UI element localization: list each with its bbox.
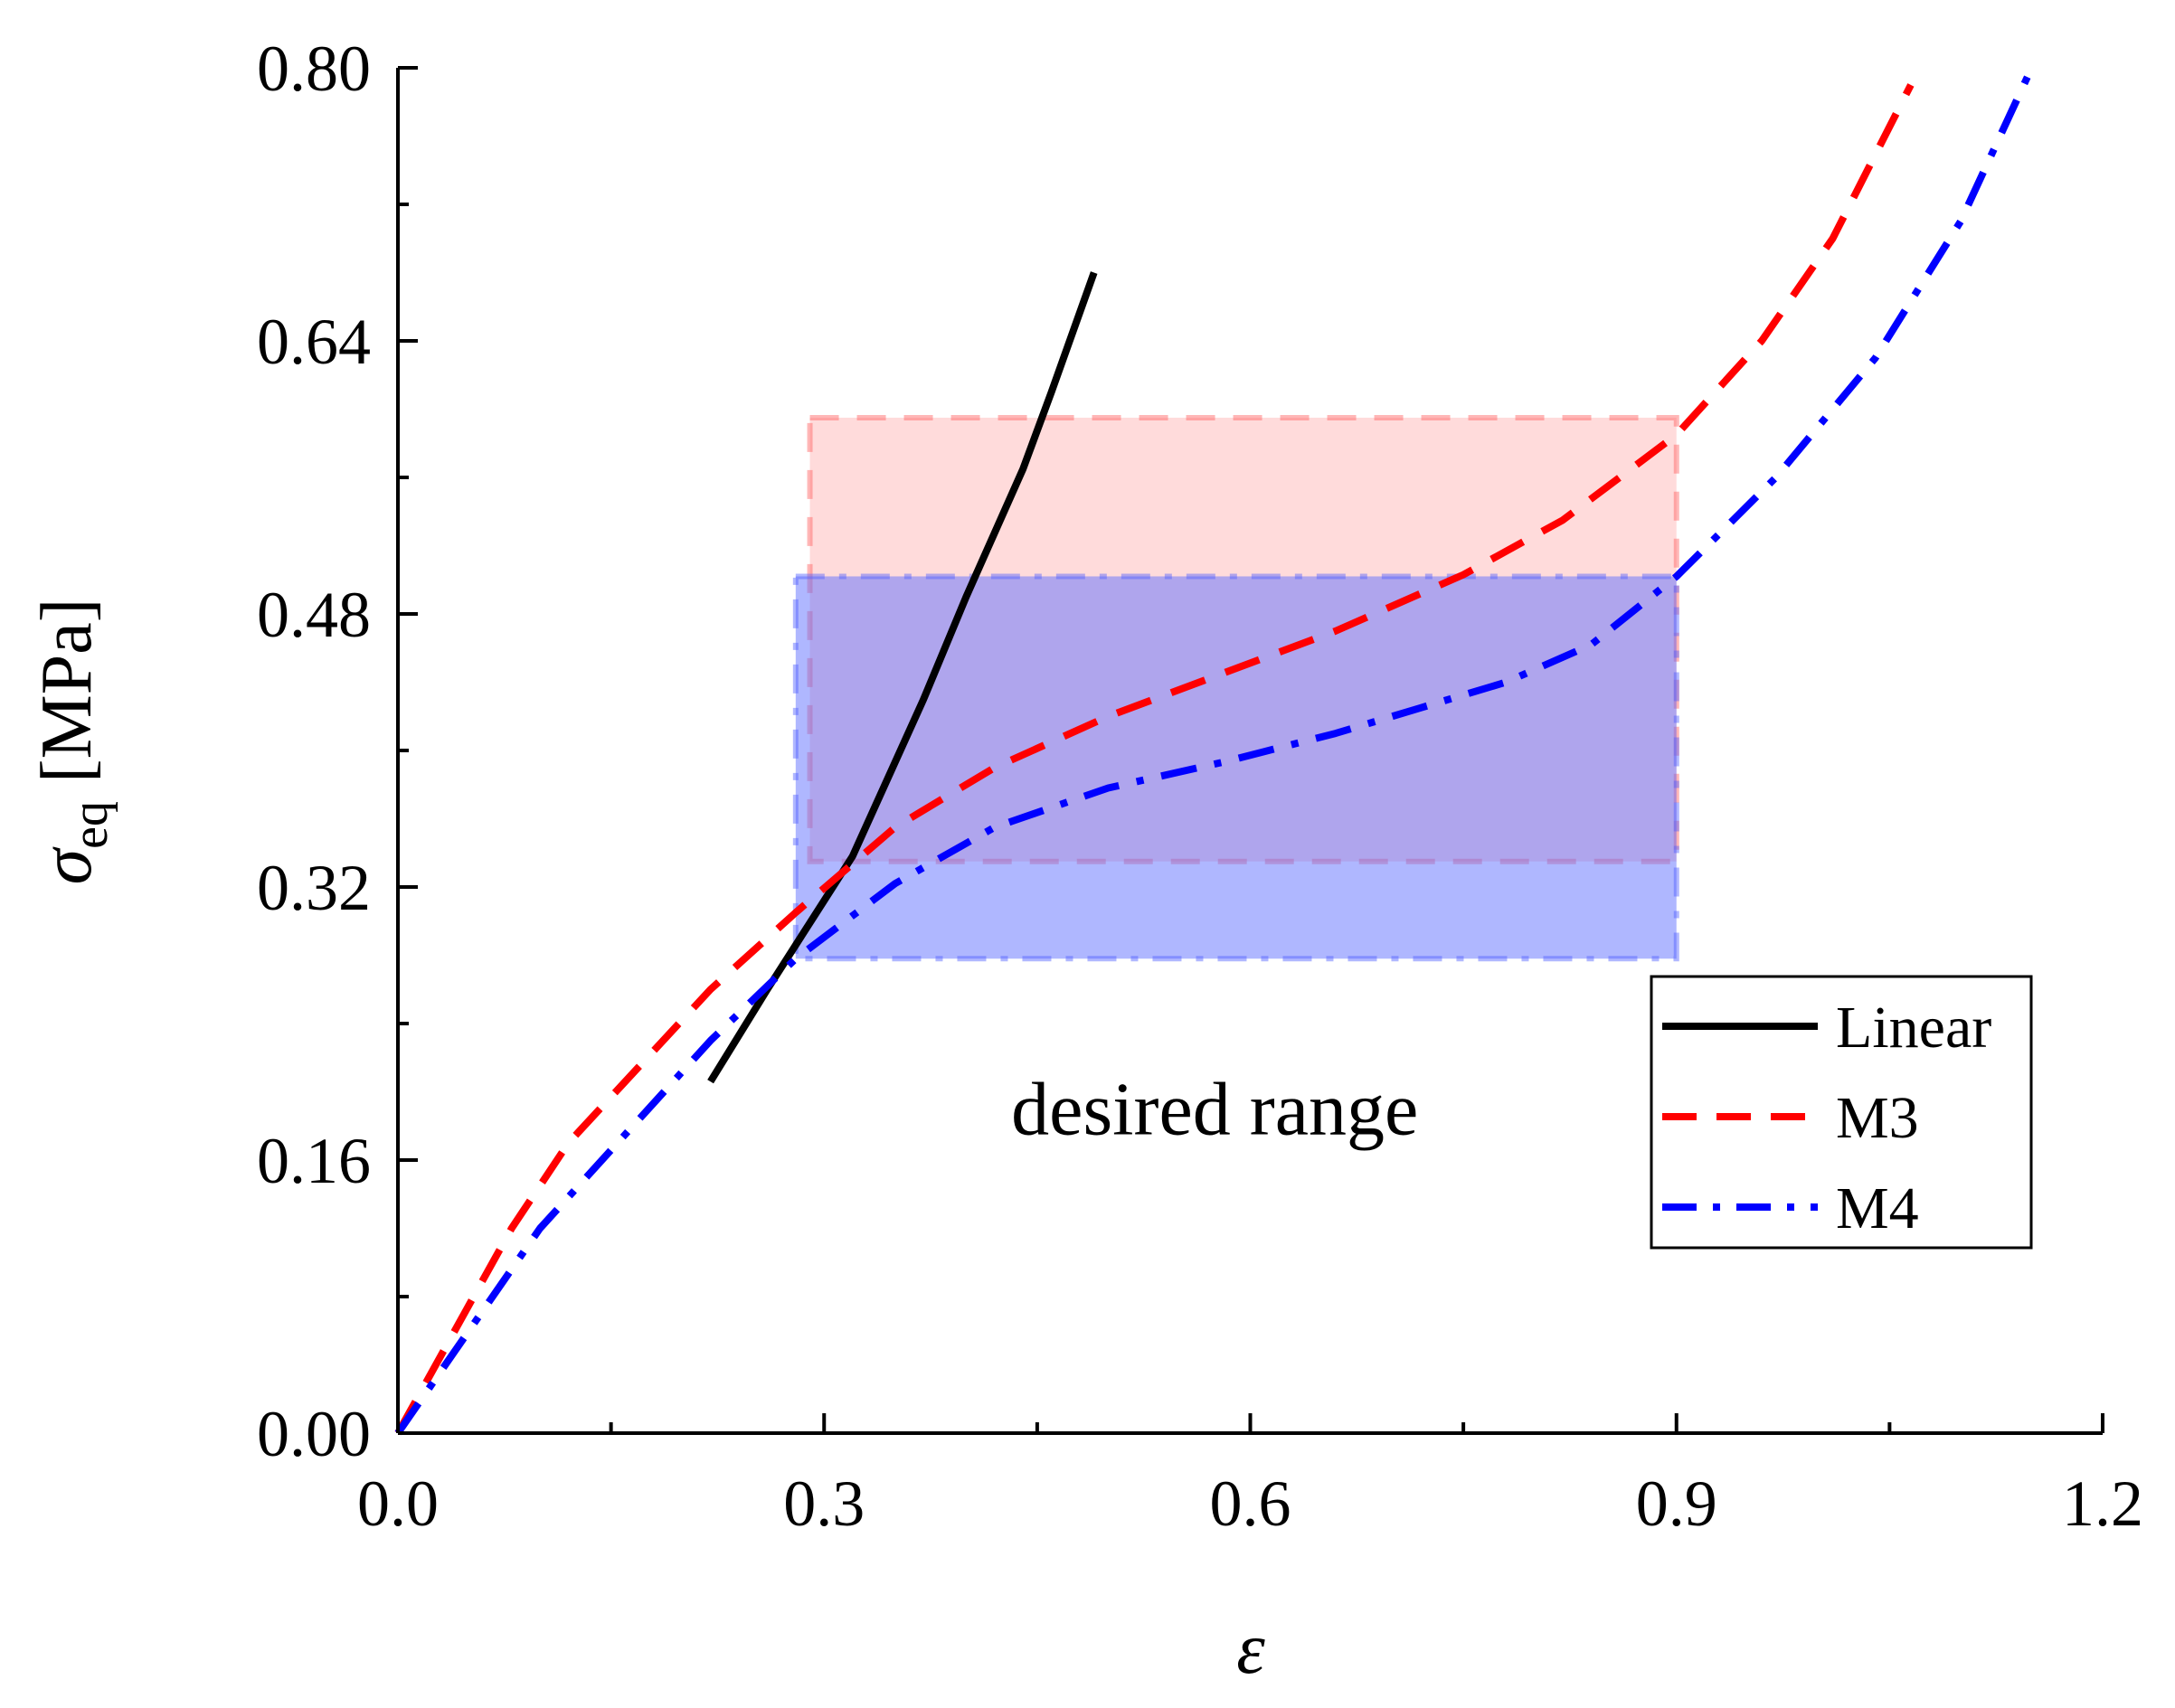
x-tick-label: 0.0 <box>357 1467 439 1540</box>
series-lines <box>394 66 2036 1436</box>
x-axis-label: ε <box>1236 1609 1265 1689</box>
x-tick-label: 0.9 <box>1636 1467 1717 1540</box>
series-line-m3 <box>394 83 1915 1435</box>
legend-box <box>1650 975 2033 1250</box>
desired-range-annotation: desired range <box>1011 1068 1418 1152</box>
y-tick-label: 0.80 <box>257 33 371 105</box>
y-tick-label: 0.48 <box>257 579 371 651</box>
y-axis-symbol: σ <box>27 846 107 884</box>
y-axis-subscript: eq <box>62 801 118 849</box>
series-line-linear <box>707 271 1098 1084</box>
y-tick-label: 0.64 <box>257 306 371 378</box>
y-tick-label: 0.16 <box>257 1125 371 1197</box>
legend-label-linear: Linear <box>1836 995 1991 1061</box>
legend: Linear M3 M4 <box>1650 975 2033 1250</box>
region-m4-range <box>792 573 1679 962</box>
axes <box>396 66 2104 1435</box>
desired-range-regions <box>792 414 1679 962</box>
x-tick-label: 0.6 <box>1210 1467 1291 1540</box>
series-line-m4 <box>394 66 2036 1436</box>
tick-labels: 0.0 0.3 0.6 0.9 1.2 0.00 0.16 0.32 0.48 0.64 0.80 <box>257 33 2143 1540</box>
y-tick-label: 0.00 <box>257 1398 371 1470</box>
legend-label-m3: M3 <box>1836 1085 1919 1151</box>
y-axis-label: σeq [MPa] <box>27 599 118 885</box>
y-tick-label: 0.32 <box>257 852 371 924</box>
x-tick-label: 1.2 <box>2062 1467 2143 1540</box>
x-tick-label: 0.3 <box>783 1467 865 1540</box>
y-axis-unit: [MPa] <box>27 599 107 801</box>
legend-label-m4: M4 <box>1836 1175 1919 1241</box>
